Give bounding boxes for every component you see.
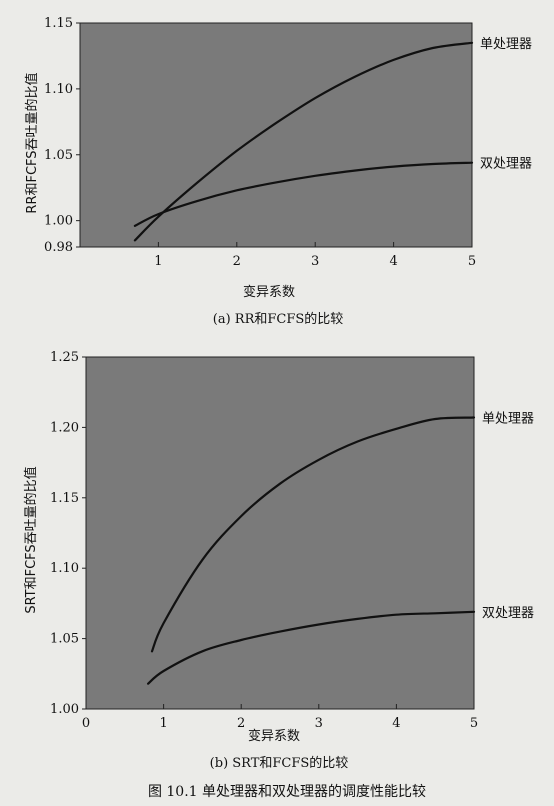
y-tick-label: 1.10 — [50, 561, 79, 576]
series-label-1: 单处理器 — [482, 412, 534, 427]
x-tick-label: 4 — [392, 716, 400, 731]
series-line-1 — [150, 416, 476, 653]
chart-a-x-axis-title: 变异系数 — [243, 284, 295, 300]
chart-b-plot-area — [85, 356, 475, 710]
chart-b-y-ticks: 1.00 1.05 1.10 1.15 1.20 1.25 — [50, 350, 86, 717]
y-tick-label: 1.05 — [50, 632, 79, 647]
series-line-2 — [147, 610, 476, 685]
y-tick-label: 1.05 — [44, 148, 73, 163]
chart-b-y-axis-title: SRT和FCFS吞吐量的比值 — [23, 466, 39, 613]
chart-b: 1.00 1.05 1.10 1.15 1.20 1.25 0 1 2 3 4 5 单处理器双处理器… — [23, 350, 534, 771]
chart-a-x-ticks: 1 2 3 4 5 — [154, 242, 476, 269]
y-tick-label: 1.15 — [44, 16, 73, 31]
x-tick-label: 4 — [389, 254, 397, 269]
x-tick-label: 2 — [233, 254, 241, 269]
series-label-1: 单处理器 — [480, 37, 532, 52]
x-tick-label: 5 — [470, 716, 478, 731]
chart-b-x-axis-title: 变异系数 — [248, 728, 300, 744]
x-tick-label: 3 — [311, 254, 319, 269]
x-tick-label: 0 — [82, 716, 90, 731]
series-line-2 — [133, 161, 474, 227]
y-tick-label: 1.20 — [50, 420, 79, 435]
series-label-2: 双处理器 — [480, 157, 532, 172]
chart-b-caption: (b) SRT和FCFS的比较 — [210, 755, 349, 771]
figure-caption: 图 10.1 单处理器和双处理器的调度性能比较 — [148, 784, 426, 800]
x-tick-label: 1 — [159, 716, 167, 731]
chart-a-y-ticks: 0.98 1.00 1.05 1.10 1.15 — [44, 16, 80, 255]
series-line-1 — [133, 41, 474, 242]
chart-b-x-ticks: 0 1 2 3 4 5 — [82, 704, 478, 731]
x-tick-label: 2 — [237, 716, 245, 731]
x-tick-label: 1 — [154, 254, 162, 269]
y-tick-label: 1.00 — [50, 702, 79, 717]
y-tick-label: 1.00 — [44, 214, 73, 229]
chart-a-y-axis-title: RR和FCFS吞吐量的比值 — [24, 72, 40, 213]
x-tick-label: 3 — [315, 716, 323, 731]
chart-a-plot-area — [79, 22, 473, 248]
y-tick-label: 1.15 — [50, 491, 79, 506]
series-label-2: 双处理器 — [482, 606, 534, 621]
y-tick-label: 1.25 — [50, 350, 79, 365]
x-tick-label: 5 — [468, 254, 476, 269]
chart-a-caption: (a) RR和FCFS的比较 — [213, 311, 344, 327]
y-tick-label: 0.98 — [44, 240, 73, 255]
y-tick-label: 1.10 — [44, 82, 73, 97]
